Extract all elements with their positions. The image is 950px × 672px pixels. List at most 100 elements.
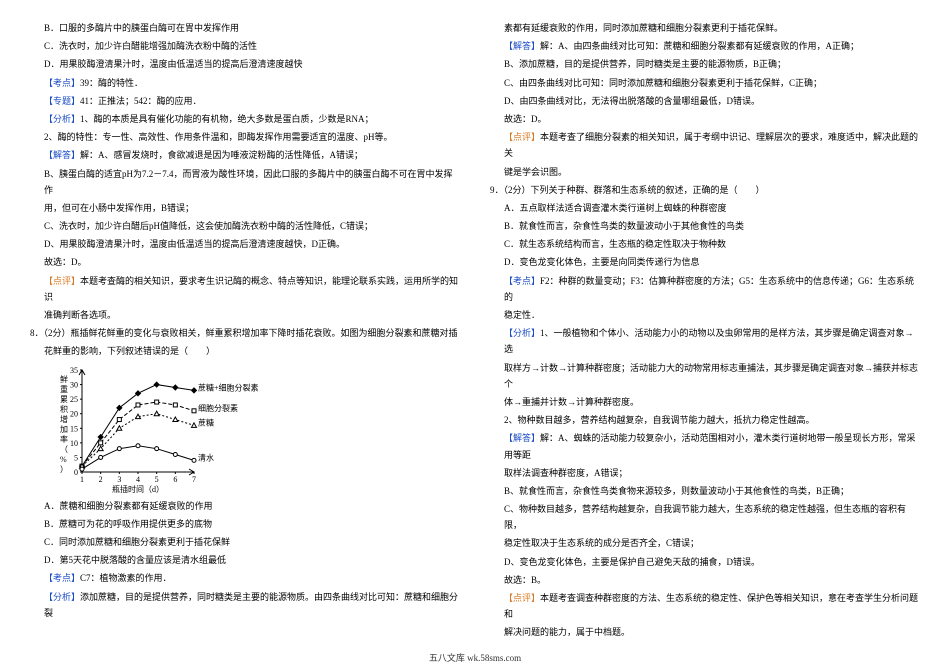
j3b: 稳定性取决于生态系统的成分是否齐全，C错误；: [490, 535, 920, 551]
fenxi2-line: 【分析】添加蔗糖，目的是提供营养，同时糖类是主要的能源物质。由四条曲线对比可知：…: [30, 589, 460, 621]
r-dianping-label: 【点评】: [504, 132, 540, 142]
r7: 本题考查了细胞分裂素的相关知识，属于考纲中识记、理解层次的要求，难度适中，解决此…: [504, 132, 918, 158]
svg-text:4: 4: [136, 475, 140, 484]
fenxi2-label: 【分析】: [44, 592, 80, 602]
right-column: 素都有延缓衰败的作用，同时添加蔗糖和细胞分裂素更利于插花保鲜。 【解答】解：A、…: [490, 20, 920, 640]
svg-text:）: ）: [60, 465, 68, 474]
r5: D、由四条曲线对比，无法得出脱落酸的含量哪组最低，D错误。: [490, 93, 920, 109]
r-fenxi1c: 体→重捕并计数→计算种群密度。: [490, 394, 920, 410]
svg-text:5: 5: [74, 453, 78, 462]
svg-text:20: 20: [70, 409, 78, 418]
j4: D、变色龙变化体色，主要是保护自己避免天敌的捕食，D错误。: [490, 554, 920, 570]
svg-text:细胞分裂素: 细胞分裂素: [198, 402, 238, 412]
r-dianping2-line: 【点评】本题考查调查种群密度的方法、生态系统的稳定性、保护色等相关知识，意在考查…: [490, 590, 920, 622]
q9C: C．就生态系统结构而言，生态瓶的稳定性取决于物种数: [490, 236, 920, 252]
j2: B、就食性而言，杂食性鸟类食物来源较多，则数量波动小于其他食性的鸟类，B正确；: [490, 483, 920, 499]
svg-text:瓶插时间（d）: 瓶插时间（d）: [112, 484, 164, 494]
svg-text:蔗糖+细胞分裂素: 蔗糖+细胞分裂素: [198, 382, 259, 392]
r-fenxi-label: 【分析】: [504, 328, 540, 338]
kaodian-line: 【考点】39：酶的特性．: [30, 75, 460, 91]
svg-text:6: 6: [173, 475, 177, 484]
dp: 本题考查调查种群密度的方法、生态系统的稳定性、保护色等相关知识，意在考查学生分析…: [504, 593, 918, 619]
jieda2: B、胰蛋白酶的适宜pH为7.2－7.4，而胃液为酸性环境，因此口服的多酶片中的胰…: [30, 166, 460, 198]
q9: 9．（2分）下列关于种群、群落和生态系统的叙述，正确的是（ ）: [490, 182, 920, 198]
q8-opt-b: B．蔗糖可为花的呼吸作用提供更多的底物: [30, 516, 460, 532]
dianping-line: 【点评】本题考查酶的相关知识，要求考生识记酶的概念、特点等知识，能理论联系实践，…: [30, 273, 460, 305]
q8-opt-c: C．同时添加蔗糖和细胞分裂素更利于插花保鲜: [30, 534, 460, 550]
r-fenxi2: 2、物种数目越多，营养结构越复杂，自我调节能力越大，抵抗力稳定性越高。: [490, 412, 920, 428]
dianping-label: 【点评】: [44, 276, 80, 286]
j5: 故选：B。: [490, 572, 920, 588]
option-b: B．口服的多酶片中的胰蛋白酶可在胃中发挥作用: [30, 20, 460, 36]
svg-text:0: 0: [74, 468, 78, 477]
jieda-line: 【解答】解：A、感冒发烧时，食欲减退是因为唾液淀粉酶的活性降低，A错误；: [30, 147, 460, 163]
fenxi2-text: 添加蔗糖，目的是提供营养，同时糖类是主要的能源物质。由四条曲线对比可知：蔗糖和细…: [44, 592, 458, 618]
option-c: C．洗衣时，加少许白醋能增强加酶洗衣粉中酶的活性: [30, 38, 460, 54]
svg-text:15: 15: [70, 424, 78, 433]
svg-text:25: 25: [70, 395, 78, 404]
q8b: 花鲜重的影响，下列叙述错误的是（ ）: [30, 343, 460, 359]
svg-text:积: 积: [60, 404, 68, 414]
kaodian-text: 39：酶的特性．: [80, 78, 143, 88]
fenxi-line: 【分析】1、酶的本质是具有催化功能的有机物，绝大多数是蛋白质，少数是RNA；: [30, 111, 460, 127]
r7b: 键是学会识图。: [490, 164, 920, 180]
chart-svg: 051015202530351234567鲜重累积增加率（%）瓶插时间（d）蔗糖…: [54, 364, 264, 494]
r-jieda-line: 【解答】解：A、由四条曲线对比可知：蔗糖和细胞分裂素都有延缓衰败的作用，A正确；: [490, 38, 920, 54]
svg-text:（: （: [60, 445, 68, 454]
r4: C、由四条曲线对比可知：同时添加蔗糖和细胞分裂素更利于插花保鲜，C正确；: [490, 75, 920, 91]
jieda3: C、洗衣时，加少许白醋后pH值降低，这会使加酶洗衣粉中酶的活性降低，C错误；: [30, 218, 460, 234]
q9D: D．变色龙变化体色，主要是向同类传递行为信息: [490, 254, 920, 270]
q9A: A．五点取样法适合调查灌木类行道树上蜘蛛的种群密度: [490, 200, 920, 216]
svg-text:重: 重: [60, 384, 68, 394]
zhuanti-line: 【专题】41：正推法；542：酶的应用．: [30, 93, 460, 109]
jieda5: 故选：D。: [30, 254, 460, 270]
jieda1: 解：A、感冒发烧时，食欲减退是因为唾液淀粉酶的活性降低，A错误；: [80, 150, 363, 160]
line-chart: 051015202530351234567鲜重累积增加率（%）瓶插时间（d）蔗糖…: [54, 364, 264, 494]
svg-text:清水: 清水: [198, 452, 214, 462]
svg-text:加: 加: [60, 424, 68, 434]
fenxi-label: 【分析】: [44, 114, 80, 124]
j3: C、物种数目越多，营养结构越复杂，自我调节能力越大，生态系统的稳定性越强，但生态…: [490, 501, 920, 533]
r1: 素都有延缓衰败的作用，同时添加蔗糖和细胞分裂素更利于插花保鲜。: [490, 20, 920, 36]
svg-text:7: 7: [192, 475, 196, 484]
svg-text:率: 率: [60, 434, 68, 444]
dianping2: 准确判断各选项。: [30, 307, 460, 323]
kaodian2-label: 【考点】: [44, 573, 80, 583]
page-footer: 五八文库 wk.58sms.com: [0, 650, 950, 666]
r-fenxi1b: 取样方→计数→计算种群密度；活动能力大的动物常用标志重捕法，其步骤是确定调查对象…: [490, 360, 920, 392]
svg-text:增: 增: [60, 414, 68, 424]
r-jieda-label: 【解答】: [504, 41, 540, 51]
svg-text:35: 35: [70, 366, 78, 375]
svg-text:2: 2: [99, 475, 103, 484]
r-jieda2-label: 【解答】: [504, 433, 540, 443]
r6: 故选：D。: [490, 111, 920, 127]
r-kaodian-line: 【考点】F2：种群的数量变动；F3：估算种群密度的方法；G5：生态系统中的信息传…: [490, 273, 920, 305]
r-dianping-line: 【点评】本题考查了细胞分裂素的相关知识，属于考纲中识记、理解层次的要求，难度适中…: [490, 129, 920, 161]
r3: B、添加蔗糖，目的是提供营养，同时糖类是主要的能源物质，B正确；: [490, 56, 920, 72]
r-kaodian-label: 【考点】: [504, 276, 540, 286]
left-column: B．口服的多酶片中的胰蛋白酶可在胃中发挥作用 C．洗衣时，加少许白醋能增强加酶洗…: [30, 20, 460, 640]
q8-opt-d: D．第5天花中脱落酸的含量应该是清水组最低: [30, 552, 460, 568]
option-d: D．用果胶酶澄清果汁时，温度由低温适当的提高后澄清速度越快: [30, 56, 460, 72]
r-fenxi-line: 【分析】1、一般植物和个体小、活动能力小的动物以及虫卵常用的是样方法，其步骤是确…: [490, 325, 920, 357]
svg-text:1: 1: [80, 475, 84, 484]
zhuanti-text: 41：正推法；542：酶的应用．: [80, 96, 202, 106]
r-dianping2-label: 【点评】: [504, 593, 540, 603]
svg-text:3: 3: [117, 475, 121, 484]
svg-text:蔗糖: 蔗糖: [198, 417, 214, 427]
svg-text:累: 累: [60, 395, 68, 404]
r2: 解：A、由四条曲线对比可知：蔗糖和细胞分裂素都有延缓衰败的作用，A正确；: [540, 41, 859, 51]
kaodian2-line: 【考点】C7：植物激素的作用．: [30, 570, 460, 586]
two-column-layout: B．口服的多酶片中的胰蛋白酶可在胃中发挥作用 C．洗衣时，加少许白醋能增强加酶洗…: [30, 20, 920, 640]
dianping-text: 本题考查酶的相关知识，要求考生识记酶的概念、特点等知识，能理论联系实践，运用所学…: [44, 276, 458, 302]
r-kaodian-text: F2：种群的数量变动；F3：估算种群密度的方法；G5：生态系统中的信息传递；G6…: [504, 276, 914, 302]
svg-text:%: %: [60, 455, 67, 464]
jieda4: D、用果胶酶澄清果汁时，温度由低温适当的提高后澄清速度越快，D正确。: [30, 236, 460, 252]
svg-text:30: 30: [70, 380, 78, 389]
svg-text:5: 5: [155, 475, 159, 484]
j1b: 取样法调查种群密度，A错误；: [490, 465, 920, 481]
r-kaodian-text2: 稳定性．: [490, 307, 920, 323]
zhuanti-label: 【专题】: [44, 96, 80, 106]
jieda-label: 【解答】: [44, 150, 80, 160]
dp2: 解决问题的能力，属于中档题。: [490, 624, 920, 640]
